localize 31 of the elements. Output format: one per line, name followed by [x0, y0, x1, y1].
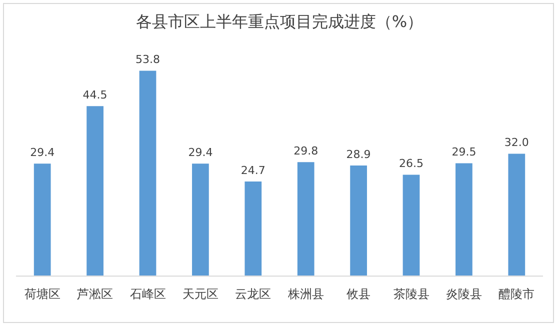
bar: [402, 174, 420, 276]
x-tick-label: 株洲县: [286, 286, 324, 301]
x-tick-label: 荷塘区: [24, 286, 60, 301]
data-label: 24.7: [240, 164, 266, 177]
bar: [86, 106, 104, 276]
x-tick-label: 炎陵县: [446, 286, 482, 301]
bar: [139, 70, 156, 276]
x-tick-label: 攸县: [346, 286, 371, 301]
x-tick-label: 天元区: [182, 286, 218, 301]
data-label: 29.4: [188, 146, 213, 160]
bar: [192, 164, 209, 276]
x-tick-label: 云龙区: [235, 286, 272, 301]
x-tick-label: 醴陵市: [498, 286, 535, 301]
data-label: 44.5: [82, 88, 108, 102]
data-label: 28.9: [346, 148, 371, 161]
x-tick-label: 茶陵县: [393, 286, 430, 301]
chart-title: 各县市区上半年重点项目完成进度（%）: [134, 12, 424, 33]
data-label: 53.8: [136, 53, 160, 66]
data-label: 29.8: [294, 144, 318, 158]
x-tick-label: 石峰区: [130, 286, 166, 301]
bar: [508, 154, 526, 276]
data-label: 29.5: [452, 146, 476, 159]
data-label: 26.5: [399, 157, 424, 170]
bar: [34, 164, 51, 276]
data-label: 32.0: [504, 136, 529, 150]
bar: [456, 163, 472, 276]
bar: [350, 166, 367, 276]
bar: [244, 182, 262, 276]
data-label: 29.4: [30, 146, 55, 160]
bar: [297, 162, 314, 276]
x-tick-label: 芦淞区: [77, 286, 114, 301]
